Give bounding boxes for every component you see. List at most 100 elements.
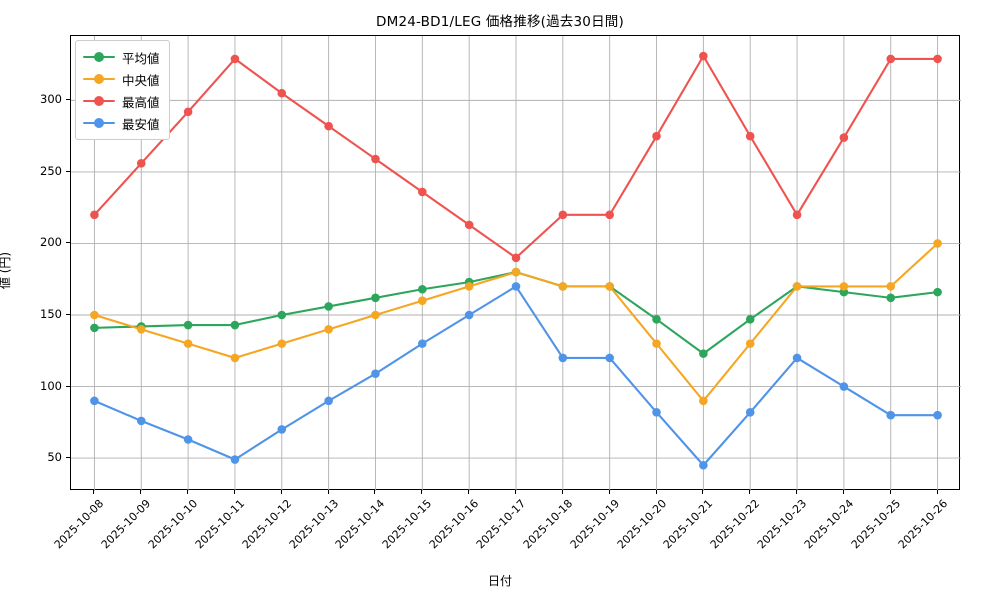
- data-point: [558, 210, 568, 220]
- x-tick-label: 2025-10-20: [614, 497, 669, 552]
- data-point: [933, 54, 942, 64]
- data-point: [652, 315, 661, 324]
- data-point: [511, 267, 521, 277]
- x-tick-label: 2025-10-19: [567, 497, 622, 552]
- data-point: [558, 282, 568, 291]
- data-point: [324, 396, 333, 406]
- data-point: [699, 51, 708, 61]
- data-point: [90, 310, 99, 320]
- data-point: [511, 282, 521, 291]
- data-point: [183, 107, 193, 117]
- data-point: [933, 410, 942, 420]
- data-point: [136, 416, 146, 426]
- data-point: [136, 325, 146, 334]
- data-point: [371, 293, 380, 303]
- x-tick-label: 2025-10-26: [895, 497, 950, 552]
- data-point: [230, 54, 240, 64]
- data-point: [792, 353, 802, 363]
- legend-label: 中央値: [122, 72, 160, 88]
- data-point: [839, 382, 849, 391]
- legend-label: 最高値: [122, 94, 160, 110]
- data-point: [230, 320, 240, 330]
- legend-item-3[interactable]: 最安値: [83, 112, 160, 134]
- y-axis-label: 値 (円): [0, 251, 13, 289]
- data-point: [277, 310, 287, 320]
- data-point: [136, 159, 146, 168]
- data-point: [464, 282, 474, 291]
- series-layer: [90, 51, 942, 470]
- x-tick-label: 2025-10-24: [801, 497, 857, 552]
- data-point: [418, 296, 427, 306]
- data-point: [464, 310, 474, 320]
- data-point: [230, 353, 240, 363]
- legend-swatch-icon: [83, 50, 115, 64]
- data-point: [464, 220, 474, 230]
- data-point: [418, 339, 427, 348]
- data-point: [699, 349, 708, 358]
- data-point: [886, 293, 896, 303]
- x-tick-label: 2025-10-23: [754, 497, 810, 552]
- data-point: [605, 282, 614, 291]
- x-tick-label: 2025-10-21: [661, 497, 716, 552]
- x-tick-label: 2025-10-22: [707, 497, 763, 552]
- data-point: [418, 284, 427, 294]
- legend-item-0[interactable]: 平均値: [83, 46, 160, 68]
- data-point: [652, 339, 661, 348]
- y-tick-label: 300: [40, 92, 62, 107]
- legend-label: 平均値: [122, 50, 160, 66]
- x-tick-label: 2025-10-10: [145, 497, 201, 552]
- data-point: [324, 302, 333, 311]
- data-point: [839, 133, 849, 142]
- data-point: [792, 210, 802, 220]
- y-tick-label: 200: [40, 235, 62, 250]
- data-point: [605, 210, 614, 220]
- x-tick-label: 2025-10-08: [52, 497, 107, 552]
- data-point: [371, 154, 380, 164]
- y-tick-label: 100: [40, 378, 62, 393]
- data-point: [933, 239, 942, 248]
- x-axis-label: 日付: [487, 574, 512, 588]
- data-point: [792, 282, 802, 291]
- data-point: [933, 287, 942, 297]
- x-tick-label: 2025-10-12: [239, 497, 294, 552]
- data-point: [277, 425, 287, 434]
- x-tick-label: 2025-10-25: [848, 497, 903, 552]
- data-point: [652, 408, 661, 417]
- data-point: [745, 339, 755, 348]
- legend-label: 最安値: [122, 116, 160, 132]
- x-tick-label: 2025-10-15: [380, 497, 435, 552]
- data-point: [371, 369, 380, 378]
- data-point: [277, 88, 287, 98]
- legend-item-1[interactable]: 中央値: [83, 68, 160, 90]
- x-tick-label: 2025-10-18: [520, 497, 576, 552]
- data-point: [371, 310, 380, 320]
- legend-swatch-icon: [83, 116, 115, 130]
- x-tick-label: 2025-10-09: [99, 497, 154, 552]
- data-point: [183, 320, 193, 330]
- data-point: [886, 282, 896, 291]
- y-tick-label: 250: [40, 163, 62, 178]
- data-point: [511, 253, 521, 263]
- data-point: [90, 210, 99, 220]
- x-tick-label: 2025-10-14: [333, 497, 388, 552]
- grid-layer: [71, 36, 961, 491]
- data-point: [324, 121, 333, 131]
- data-point: [745, 131, 755, 141]
- data-point: [886, 54, 896, 64]
- data-point: [558, 353, 568, 363]
- data-point: [230, 455, 240, 464]
- chart-title: DM24-BD1/LEG 価格推移(過去30日間): [376, 14, 624, 30]
- x-tick-label: 2025-10-13: [286, 497, 341, 552]
- data-point: [886, 410, 896, 420]
- data-point: [605, 353, 614, 363]
- data-point: [90, 323, 99, 333]
- data-point: [324, 325, 333, 334]
- legend-item-2[interactable]: 最高値: [83, 90, 160, 112]
- x-tick-label: 2025-10-11: [192, 497, 248, 552]
- series-line-3: [93, 285, 939, 467]
- legend-swatch-icon: [83, 72, 115, 86]
- y-tick-label: 150: [40, 307, 62, 321]
- x-tick-label: 2025-10-17: [473, 497, 529, 552]
- y-tick-label: 50: [47, 450, 62, 465]
